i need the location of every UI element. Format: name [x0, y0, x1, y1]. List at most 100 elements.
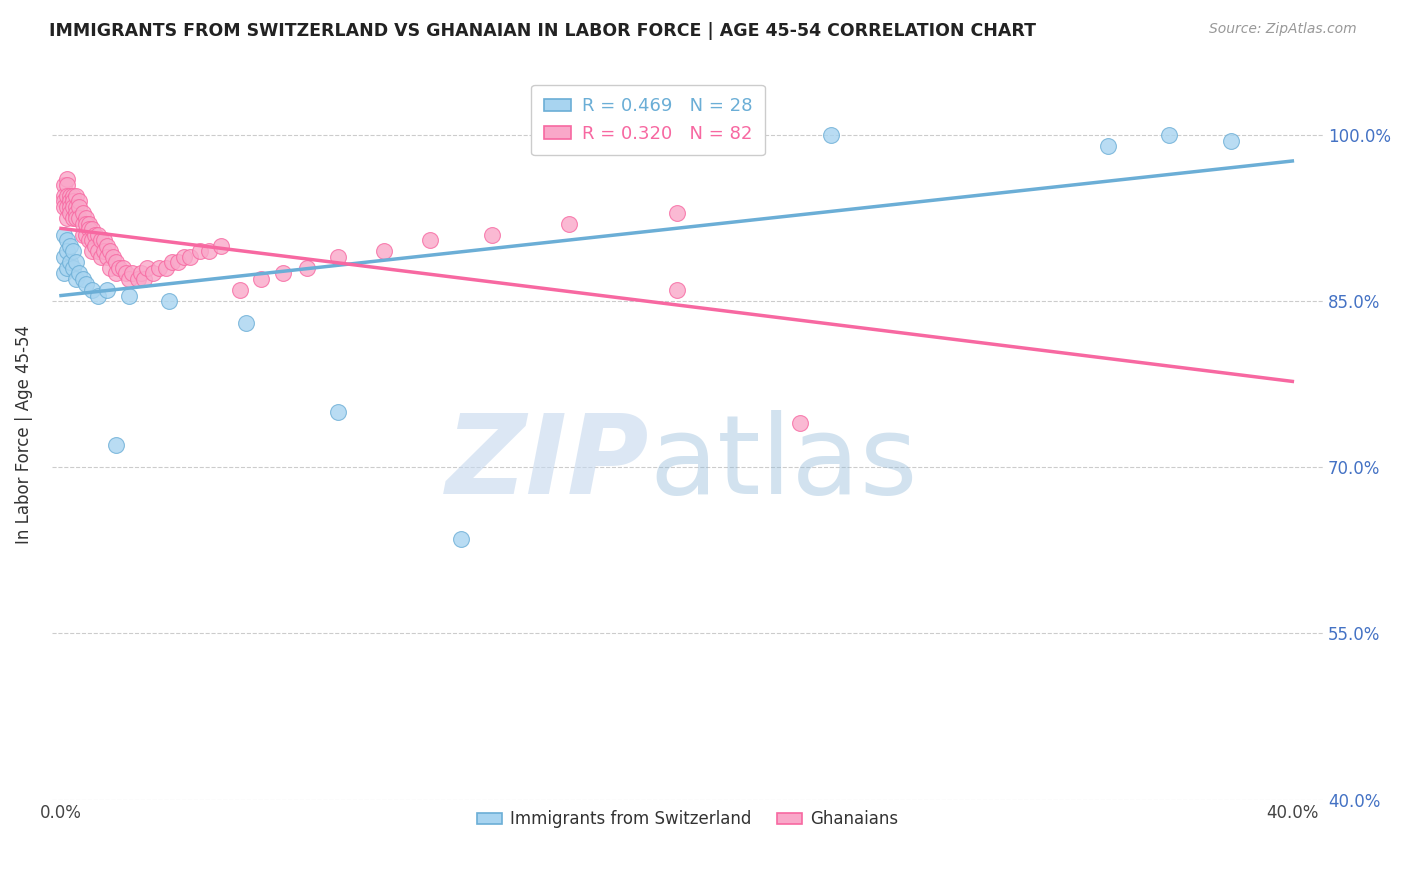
Text: IMMIGRANTS FROM SWITZERLAND VS GHANAIAN IN LABOR FORCE | AGE 45-54 CORRELATION C: IMMIGRANTS FROM SWITZERLAND VS GHANAIAN … — [49, 22, 1036, 40]
Point — [72, 217, 94, 231]
Point — [665, 205, 688, 219]
Point — [62, 194, 84, 209]
Point — [419, 233, 441, 247]
Point — [173, 250, 195, 264]
Point — [103, 250, 125, 264]
Point — [326, 250, 349, 264]
Point — [142, 267, 165, 281]
Point — [65, 189, 87, 203]
Point — [90, 233, 112, 247]
Point — [56, 200, 79, 214]
Point — [136, 260, 159, 275]
Point — [121, 267, 143, 281]
Point — [87, 288, 110, 302]
Point — [105, 438, 128, 452]
Text: ZIP: ZIP — [446, 409, 650, 516]
Point — [69, 211, 91, 225]
Point — [72, 272, 94, 286]
Point — [59, 189, 82, 203]
Point — [56, 189, 79, 203]
Point — [1097, 139, 1119, 153]
Point — [56, 260, 79, 275]
Point — [105, 267, 128, 281]
Point — [75, 211, 97, 225]
Point — [75, 217, 97, 231]
Point — [56, 172, 79, 186]
Point — [105, 255, 128, 269]
Point — [326, 405, 349, 419]
Point — [69, 194, 91, 209]
Point — [77, 217, 100, 231]
Point — [62, 189, 84, 203]
Point — [108, 260, 131, 275]
Point — [69, 267, 91, 281]
Point — [98, 260, 121, 275]
Point — [820, 128, 842, 142]
Point — [98, 244, 121, 259]
Point — [1219, 134, 1241, 148]
Point — [56, 244, 79, 259]
Point — [209, 238, 232, 252]
Point — [373, 244, 395, 259]
Point — [80, 283, 103, 297]
Point — [87, 227, 110, 242]
Point — [72, 227, 94, 242]
Point — [148, 260, 170, 275]
Point — [235, 316, 257, 330]
Point — [114, 267, 136, 281]
Point — [1159, 128, 1181, 142]
Point — [665, 283, 688, 297]
Point — [77, 222, 100, 236]
Point — [80, 244, 103, 259]
Point — [80, 233, 103, 247]
Point — [118, 288, 141, 302]
Point — [53, 267, 76, 281]
Point — [96, 283, 118, 297]
Point — [96, 250, 118, 264]
Point — [56, 178, 79, 192]
Point — [59, 238, 82, 252]
Text: Source: ZipAtlas.com: Source: ZipAtlas.com — [1209, 22, 1357, 37]
Point — [59, 255, 82, 269]
Point — [118, 272, 141, 286]
Point — [132, 272, 155, 286]
Point — [80, 222, 103, 236]
Point — [87, 244, 110, 259]
Point — [127, 272, 149, 286]
Point — [197, 244, 219, 259]
Point — [65, 211, 87, 225]
Point — [53, 250, 76, 264]
Point — [65, 200, 87, 214]
Point — [167, 255, 190, 269]
Point — [83, 238, 105, 252]
Point — [179, 250, 201, 264]
Point — [450, 533, 472, 547]
Point — [111, 260, 134, 275]
Point — [558, 217, 581, 231]
Point — [93, 233, 115, 247]
Point — [62, 260, 84, 275]
Point — [56, 211, 79, 225]
Point — [228, 283, 250, 297]
Point — [93, 244, 115, 259]
Point — [90, 250, 112, 264]
Point — [250, 272, 273, 286]
Point — [481, 227, 503, 242]
Point — [77, 233, 100, 247]
Point — [53, 200, 76, 214]
Point — [56, 233, 79, 247]
Point — [297, 260, 319, 275]
Point — [160, 255, 183, 269]
Point — [69, 200, 91, 214]
Point — [53, 189, 76, 203]
Point — [59, 205, 82, 219]
Point — [83, 227, 105, 242]
Point — [62, 200, 84, 214]
Point — [53, 178, 76, 192]
Point — [129, 267, 152, 281]
Point — [72, 205, 94, 219]
Point — [65, 272, 87, 286]
Point — [59, 200, 82, 214]
Point — [65, 205, 87, 219]
Text: atlas: atlas — [650, 409, 918, 516]
